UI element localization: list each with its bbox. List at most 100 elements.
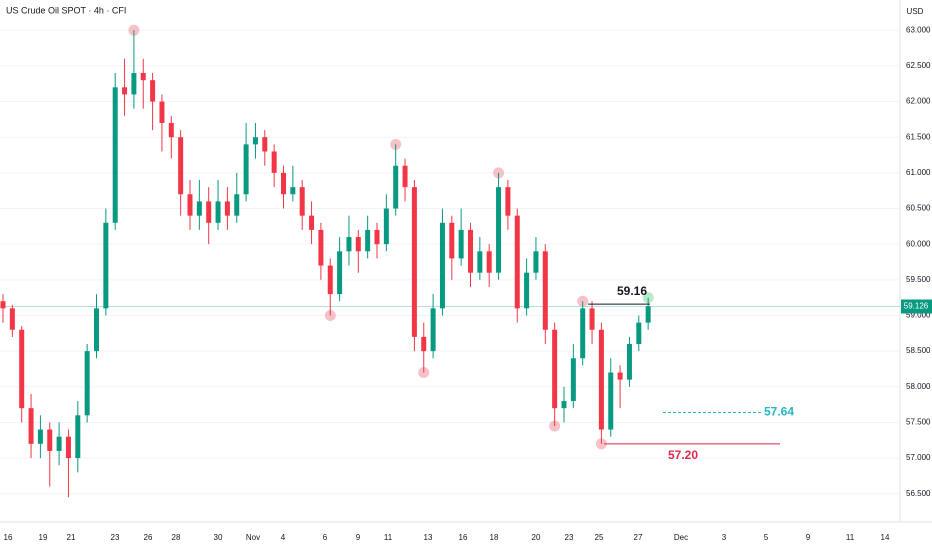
- x-tick-label: Dec: [674, 533, 688, 542]
- x-tick-label: 16: [4, 533, 13, 542]
- candle-body: [439, 222, 445, 309]
- candle-body: [608, 372, 614, 430]
- candle-body: [281, 172, 286, 195]
- candle-body: [215, 201, 221, 223]
- candle-body: [9, 308, 15, 330]
- candle-body: [178, 137, 184, 195]
- candle-body: [37, 429, 43, 444]
- candle-body: [327, 265, 333, 295]
- x-tick-label: 9: [356, 533, 361, 542]
- candle-body: [271, 151, 277, 173]
- candle-body: [477, 251, 483, 273]
- candle-body: [636, 322, 642, 344]
- candle-body: [187, 194, 193, 216]
- x-tick-label: Nov: [246, 533, 260, 542]
- y-tick-label: 61.500: [906, 132, 931, 141]
- x-tick-label: 9: [806, 533, 811, 542]
- x-tick-label: 23: [111, 533, 120, 542]
- x-tick-label: 23: [565, 533, 574, 542]
- candle-body: [309, 215, 315, 230]
- x-tick-label: 19: [39, 533, 48, 542]
- candle-body: [196, 201, 202, 216]
- x-tick-label: 16: [459, 533, 468, 542]
- candle-body: [0, 301, 6, 309]
- x-tick-label: 13: [424, 533, 433, 542]
- candle-body: [150, 80, 156, 102]
- x-tick-label: 14: [881, 533, 890, 542]
- x-tick-label: 21: [67, 533, 76, 542]
- y-tick-label: 62.000: [906, 97, 931, 106]
- candle-body: [645, 306, 651, 323]
- y-tick-label: 56.500: [906, 489, 931, 498]
- y-tick-label: 60.000: [906, 239, 931, 248]
- candle-body: [94, 308, 99, 352]
- candle-body: [570, 358, 576, 402]
- candle-body: [299, 187, 305, 216]
- candle-body: [19, 329, 25, 409]
- candle-body: [56, 436, 62, 451]
- x-tick-label: 27: [634, 533, 643, 542]
- y-tick-label: 58.500: [906, 346, 931, 355]
- candle-body: [252, 137, 258, 145]
- candle-body: [346, 237, 352, 252]
- candle-body: [131, 73, 137, 95]
- candle-body: [159, 101, 165, 123]
- candle-body: [514, 215, 520, 309]
- candle-body: [598, 329, 604, 430]
- x-tick-label: 30: [214, 533, 223, 542]
- candle-body: [47, 429, 53, 451]
- y-tick-label: 63.000: [906, 25, 931, 34]
- candle-body: [626, 344, 632, 380]
- x-tick-label: 20: [532, 533, 541, 542]
- level-label: 57.64: [764, 405, 794, 419]
- x-tick-label: 25: [595, 533, 604, 542]
- candle-body: [206, 201, 212, 223]
- candle-body: [355, 237, 361, 252]
- candle-body: [589, 308, 595, 330]
- candle-body: [84, 351, 90, 416]
- candle-body: [617, 372, 623, 380]
- x-tick-label: 4: [281, 533, 286, 542]
- level-label: 57.20: [668, 448, 698, 462]
- candle-body: [243, 144, 249, 195]
- x-tick-label: 3: [722, 533, 727, 542]
- candle-body: [122, 87, 128, 95]
- y-tick-label: 59.500: [906, 275, 931, 284]
- y-tick-label: 58.000: [906, 382, 931, 391]
- candle-body: [65, 436, 71, 459]
- x-tick-label: 18: [490, 533, 499, 542]
- chart-title: US Crude Oil SPOT · 4h · CFI: [6, 5, 126, 15]
- candle-body: [421, 336, 427, 352]
- candle-body: [449, 222, 455, 259]
- candle-body: [365, 229, 371, 252]
- currency-label: USD: [907, 7, 924, 16]
- y-tick-label: 60.500: [906, 204, 931, 213]
- candle-body: [496, 187, 502, 273]
- x-tick-label: 26: [144, 533, 153, 542]
- candle-body: [402, 165, 408, 188]
- candle-body: [168, 122, 174, 138]
- x-tick-label: 11: [384, 533, 393, 542]
- candle-body: [524, 272, 530, 309]
- candle-body: [486, 251, 492, 273]
- y-tick-label: 57.000: [906, 453, 931, 462]
- candle-body: [112, 87, 118, 223]
- candle-body: [28, 408, 34, 444]
- x-tick-label: 6: [323, 533, 328, 542]
- candle-body: [542, 251, 548, 330]
- candle-body: [224, 201, 230, 216]
- candle-body: [458, 229, 464, 259]
- candle-body: [383, 208, 389, 245]
- candle-body: [337, 251, 343, 295]
- candle-body: [561, 401, 567, 409]
- candle-body: [505, 187, 511, 216]
- candle-body: [580, 308, 586, 359]
- x-tick-label: 28: [172, 533, 181, 542]
- candle-body: [140, 73, 146, 81]
- candle-body: [318, 229, 324, 266]
- candle-body: [290, 187, 296, 195]
- y-tick-label: 57.500: [906, 418, 931, 427]
- y-tick-label: 62.500: [906, 61, 931, 70]
